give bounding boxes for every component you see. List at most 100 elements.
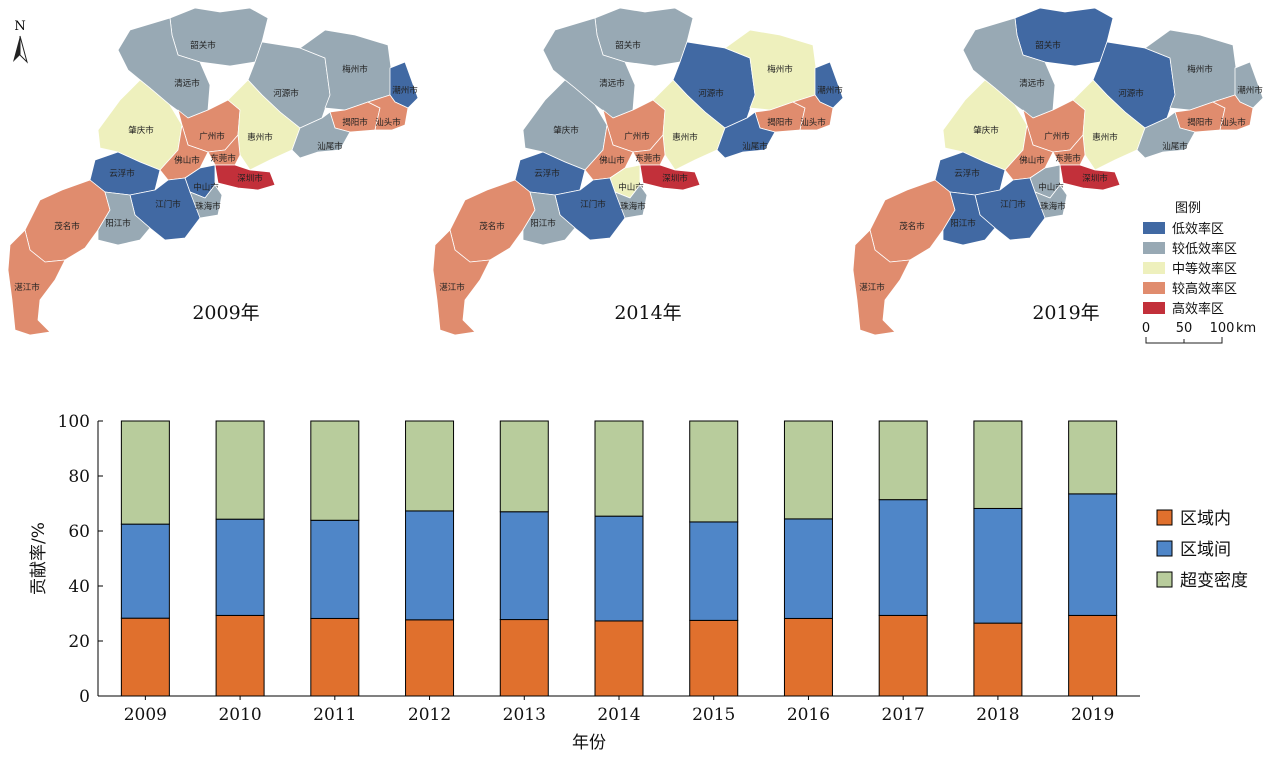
bar-segment [120,420,170,525]
region-label: 广州市 [624,131,650,142]
region-label: 韶关市 [190,40,216,51]
region-label: 中山市 [618,182,644,193]
region-shape [652,79,726,171]
region-label: 云浮市 [109,168,135,179]
bar-segment [215,420,265,520]
region-label: 深圳市 [662,173,688,184]
bar-segment [783,518,833,619]
bar-segment [594,515,644,622]
bar-segment [783,420,833,520]
region-label: 梅州市 [342,64,368,75]
region-label: 汕尾市 [742,141,768,152]
region-shape [1072,79,1146,171]
region-label: 江门市 [155,199,181,210]
x-tick-label: 2012 [408,705,451,725]
region-label: 肇庆市 [973,125,999,136]
bar-segment [120,523,170,619]
y-tick-label: 100 [58,412,90,432]
region-label: 茂名市 [479,221,505,232]
region-label: 江门市 [580,199,606,210]
region-label: 梅州市 [1187,64,1213,75]
bar-segment [405,619,455,697]
region-label: 阳江市 [950,218,976,229]
x-tick-label: 2016 [787,705,830,725]
region-label: 云浮市 [534,168,560,179]
region-shape [1034,184,1068,219]
region-label: 中山市 [1038,182,1064,193]
region-label: 珠海市 [195,201,221,212]
region-label: 广州市 [199,131,225,142]
bar-segment [215,518,265,616]
region-label: 珠海市 [1040,201,1066,212]
region-label: 河源市 [698,88,724,99]
bar-segment [499,511,549,621]
bar-segment [1068,614,1118,697]
bar-segment [215,614,265,697]
bar-segment [405,510,455,621]
region-shape [189,184,223,219]
region-label: 茂名市 [54,221,80,232]
legend-label: 超变密度 [1180,571,1248,591]
region-shape [869,179,956,263]
legend-swatch [1156,571,1173,588]
scale-bar: 0 50 100 km [1142,321,1256,344]
region-label: 湛江市 [14,282,40,293]
region-label: 佛山市 [599,155,625,166]
region-shape [852,229,911,336]
region-shape [792,94,834,131]
x-tick-label: 2009 [124,705,167,725]
x-tick-label: 2014 [597,705,640,725]
region-label: 韶关市 [615,40,641,51]
region-shape [942,191,996,246]
region-label: 揭阳市 [342,117,368,128]
map-legend-title: 图例 [1175,201,1201,216]
bar-segment [594,620,644,697]
bar-segment [783,617,833,697]
bar-segment [120,617,170,697]
map-year-label: 2019年 [1032,302,1099,324]
contribution-stacked-bar-chart: 0 20 40 60 80 100 2009 2010 2011 2012 2013 2014 2015… [29,412,1248,753]
region-label: 惠州市 [247,132,273,143]
x-tick-label: 2011 [313,705,356,725]
legend-label: 区域间 [1180,540,1231,560]
region-shape [639,164,701,191]
region-label: 河源市 [273,88,299,99]
region-label: 汕尾市 [317,141,343,152]
region-label: 汕尾市 [1162,141,1188,152]
legend-label: 区域内 [1180,509,1231,529]
legend-swatch [1143,262,1165,274]
region-label: 潮州市 [392,85,418,96]
scale-unit: km [1236,321,1256,336]
map-year-label: 2014年 [614,302,681,324]
region-shape [522,191,576,246]
region-label: 深圳市 [237,173,263,184]
y-axis-label: 贡献率/% [29,522,49,595]
legend-label: 较低效率区 [1172,241,1237,257]
region-shape [1136,111,1196,159]
region-label: 清远市 [1019,78,1045,89]
bar-segment [1068,420,1118,495]
x-axis-label: 年份 [572,733,606,753]
scale-tick-label: 50 [1176,321,1193,336]
region-label: 潮州市 [817,85,843,96]
y-tick-label: 0 [79,687,90,707]
y-tick-label: 60 [68,522,90,542]
legend-label: 较高效率区 [1172,281,1237,297]
x-tick-label: 2017 [882,705,925,725]
region-label: 清远市 [174,78,200,89]
region-label: 肇庆市 [128,125,154,136]
bar-segment [310,519,360,619]
region-label: 惠州市 [1092,132,1118,143]
region-label: 潮州市 [1237,85,1263,96]
region-label: 茂名市 [899,221,925,232]
bar-segment [405,420,455,512]
x-tick-label: 2010 [218,705,261,725]
region-label: 惠州市 [672,132,698,143]
bar-segment [973,507,1023,624]
region-label: 汕头市 [800,117,826,128]
legend-label: 高效率区 [1172,301,1224,317]
bar-segment [594,420,644,517]
